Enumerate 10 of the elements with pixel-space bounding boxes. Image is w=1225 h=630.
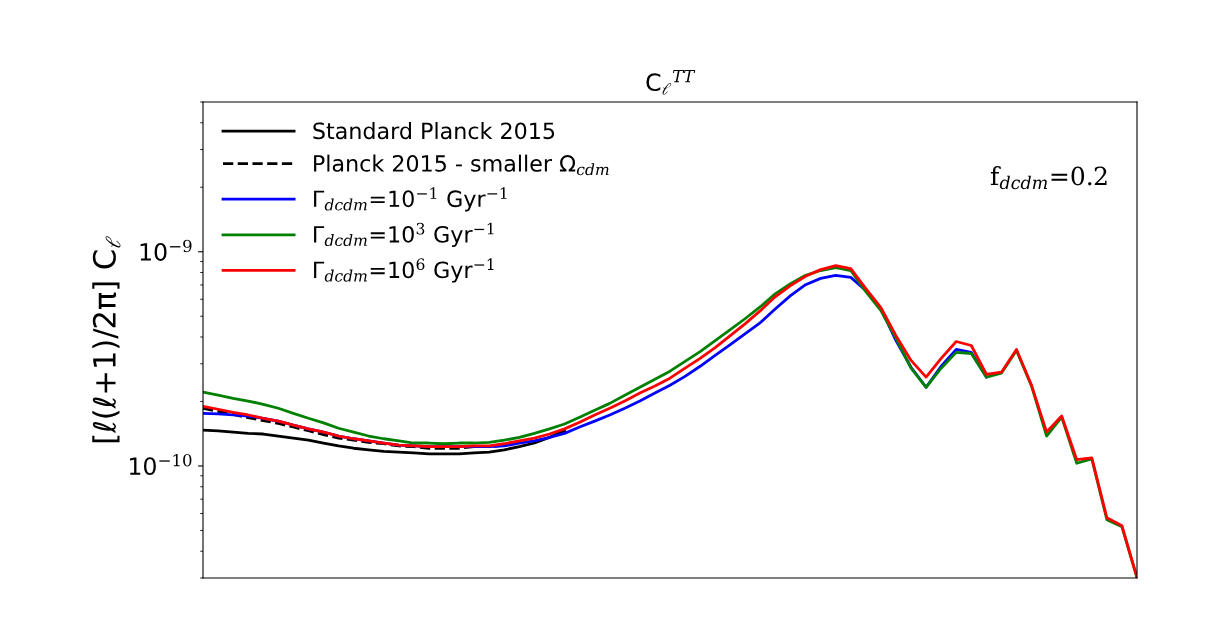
y-tick-label: 10$^{−10}$ bbox=[130, 453, 192, 476]
y-axis-title: [ℓ(ℓ+1)/2π] C$_{ℓ}$ bbox=[92, 236, 121, 443]
legend-label: Γ$_{dcdm}$=10$^{3}$ Gyr$^{−1}$ bbox=[314, 222, 494, 248]
chart-title: C$_{ℓ}$$^{TT}$ bbox=[646, 70, 696, 95]
legend-label: Planck 2015 - smaller Ω$_{cdm}$ bbox=[314, 154, 609, 176]
legend-label: Standard Planck 2015 bbox=[313, 122, 555, 140]
y-tick-label: 10$^{−9}$ bbox=[140, 239, 192, 261]
legend-label: Γ$_{dcdm}$=10$^{−1}$ Gyr$^{−1}$ bbox=[314, 187, 507, 212]
annotation: f$_{dcdm}$=0.2 bbox=[990, 166, 1107, 190]
legend-label: Γ$_{dcdm}$=10$^{6}$ Gyr$^{−1}$ bbox=[314, 258, 494, 283]
